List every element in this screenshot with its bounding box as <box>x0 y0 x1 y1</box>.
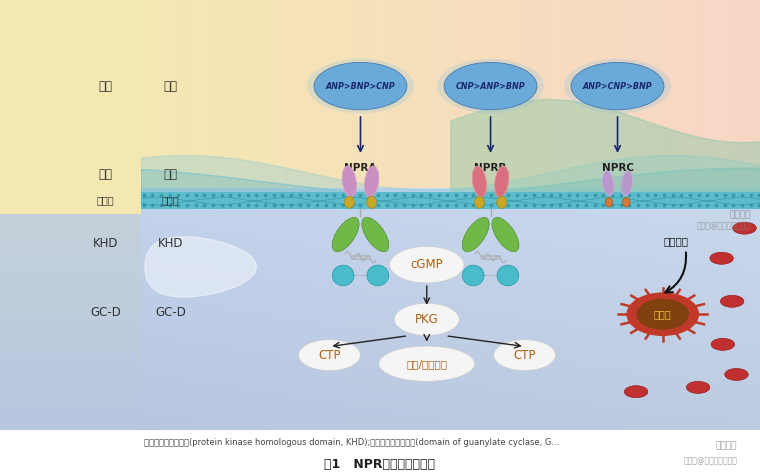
Ellipse shape <box>314 62 407 110</box>
Ellipse shape <box>390 246 464 283</box>
Ellipse shape <box>437 59 544 114</box>
Text: 蛋白激酶同源结构域(protein kinase homologous domain, KHD);鸟苷酸环化酶结构域(domain of guanylate c: 蛋白激酶同源结构域(protein kinase homologous doma… <box>144 438 559 447</box>
Text: NPRC: NPRC <box>601 163 634 173</box>
Ellipse shape <box>367 265 388 286</box>
Ellipse shape <box>365 166 378 197</box>
Ellipse shape <box>733 222 756 234</box>
Text: GC-D: GC-D <box>90 306 121 318</box>
Text: 细胞膜: 细胞膜 <box>162 195 179 205</box>
Ellipse shape <box>571 62 664 110</box>
Ellipse shape <box>462 265 484 286</box>
Ellipse shape <box>497 265 519 286</box>
Text: ANP>BNP>CNP: ANP>BNP>CNP <box>326 81 395 91</box>
Text: CTP: CTP <box>513 349 536 361</box>
Ellipse shape <box>627 293 698 335</box>
Text: 配体: 配体 <box>99 79 112 93</box>
Text: 多肽定制: 多肽定制 <box>716 441 737 450</box>
Text: NPRA: NPRA <box>344 163 377 173</box>
Text: 多肽定制: 多肽定制 <box>729 210 751 220</box>
Text: CNP>ANP>BNP: CNP>ANP>BNP <box>456 81 525 91</box>
Ellipse shape <box>307 59 414 114</box>
Text: NPRB: NPRB <box>474 163 507 173</box>
Text: ANP>CNP>BNP: ANP>CNP>BNP <box>583 81 652 91</box>
Text: 溶酶体: 溶酶体 <box>654 309 672 319</box>
Text: 搜狐号@多肽研究员一叹: 搜狐号@多肽研究员一叹 <box>697 221 751 230</box>
Ellipse shape <box>725 368 749 380</box>
Ellipse shape <box>444 62 537 110</box>
Ellipse shape <box>686 381 710 394</box>
Text: CTP: CTP <box>318 349 340 361</box>
Ellipse shape <box>605 198 613 207</box>
Ellipse shape <box>492 218 519 252</box>
Ellipse shape <box>625 385 648 398</box>
Ellipse shape <box>710 252 733 264</box>
Text: 搜狐号@多肽研究员一叹: 搜狐号@多肽研究员一叹 <box>683 456 737 465</box>
Text: 图1   NPR家族结构示意图: 图1 NPR家族结构示意图 <box>325 458 435 471</box>
Text: GC-D: GC-D <box>155 306 185 318</box>
Ellipse shape <box>299 340 360 371</box>
Text: KHD: KHD <box>157 236 183 250</box>
Ellipse shape <box>720 295 744 307</box>
Ellipse shape <box>621 171 632 196</box>
Ellipse shape <box>474 196 484 208</box>
Polygon shape <box>145 237 256 297</box>
Ellipse shape <box>394 303 459 335</box>
Text: 受体: 受体 <box>99 168 112 181</box>
Ellipse shape <box>473 166 486 197</box>
Ellipse shape <box>344 196 354 208</box>
Ellipse shape <box>564 59 671 114</box>
Ellipse shape <box>622 198 630 207</box>
Text: 受体: 受体 <box>163 168 177 181</box>
Ellipse shape <box>494 340 556 371</box>
Ellipse shape <box>378 346 475 381</box>
Text: 生理/病理效应: 生理/病理效应 <box>407 359 448 369</box>
Bar <box>141 192 760 209</box>
Text: KHD: KHD <box>93 236 119 250</box>
Text: 清除作用: 清除作用 <box>664 236 689 246</box>
Text: cGMP: cGMP <box>410 258 443 271</box>
Ellipse shape <box>636 299 689 330</box>
Ellipse shape <box>603 171 614 196</box>
Ellipse shape <box>495 166 508 197</box>
Text: 细胞膜: 细胞膜 <box>97 195 114 205</box>
Text: PKG: PKG <box>415 313 439 326</box>
Ellipse shape <box>497 196 507 208</box>
Ellipse shape <box>362 218 389 252</box>
Ellipse shape <box>711 338 735 350</box>
Ellipse shape <box>462 218 489 252</box>
Ellipse shape <box>342 166 356 197</box>
Ellipse shape <box>332 265 354 286</box>
Text: 配体: 配体 <box>163 79 177 93</box>
Ellipse shape <box>366 196 377 208</box>
Ellipse shape <box>332 218 359 252</box>
